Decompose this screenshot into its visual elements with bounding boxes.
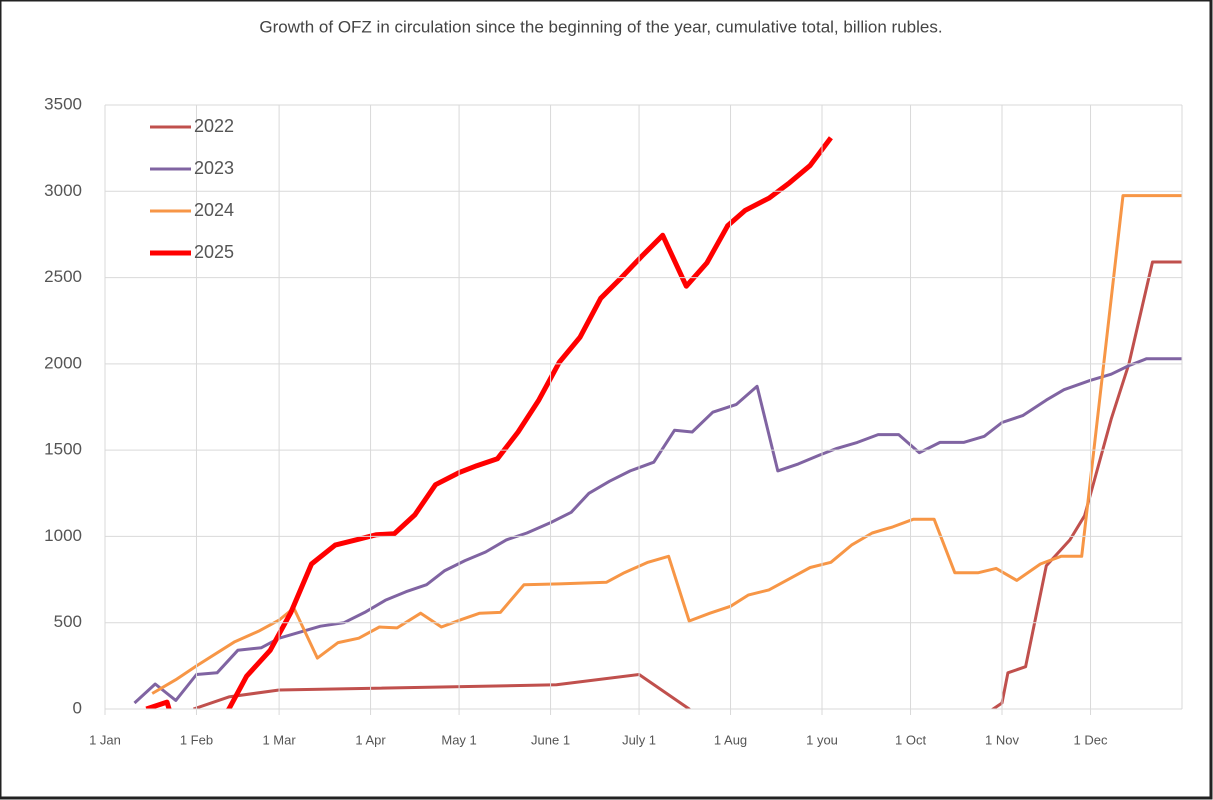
x-tick-label: June 1 — [531, 732, 570, 747]
legend-label: 2023 — [194, 158, 234, 178]
plot-area — [133, 136, 1182, 709]
x-tick-label: 1 Jan — [89, 732, 121, 747]
chart-title: Growth of OFZ in circulation since the b… — [259, 17, 942, 36]
x-tick-label: May 1 — [441, 732, 476, 747]
series-line — [145, 136, 833, 709]
x-tick-label: 1 Feb — [180, 732, 213, 747]
y-tick-label: 3000 — [44, 181, 82, 200]
x-tick-label: 1 you — [806, 732, 838, 747]
series-line — [133, 357, 1182, 705]
series-line — [151, 194, 1182, 695]
y-tick-label: 500 — [54, 612, 82, 631]
y-tick-label: 1000 — [44, 526, 82, 545]
legend-label: 2022 — [194, 116, 234, 136]
series-line — [193, 260, 1182, 709]
x-tick-label: 1 Nov — [985, 732, 1019, 747]
y-tick-label: 2500 — [44, 267, 82, 286]
x-tick-label: July 1 — [622, 732, 656, 747]
y-tick-label: 2000 — [44, 353, 82, 372]
x-tick-label: 1 Aug — [714, 732, 747, 747]
y-tick-label: 0 — [73, 698, 82, 717]
legend-label: 2025 — [194, 242, 234, 262]
x-tick-label: 1 Oct — [895, 732, 926, 747]
x-tick-label: 1 Dec — [1074, 732, 1108, 747]
legend-label: 2024 — [194, 200, 234, 220]
x-tick-label: 1 Apr — [355, 732, 386, 747]
y-tick-label: 1500 — [44, 440, 82, 459]
y-tick-label: 3500 — [44, 94, 82, 113]
x-tick-label: 1 Mar — [262, 732, 296, 747]
